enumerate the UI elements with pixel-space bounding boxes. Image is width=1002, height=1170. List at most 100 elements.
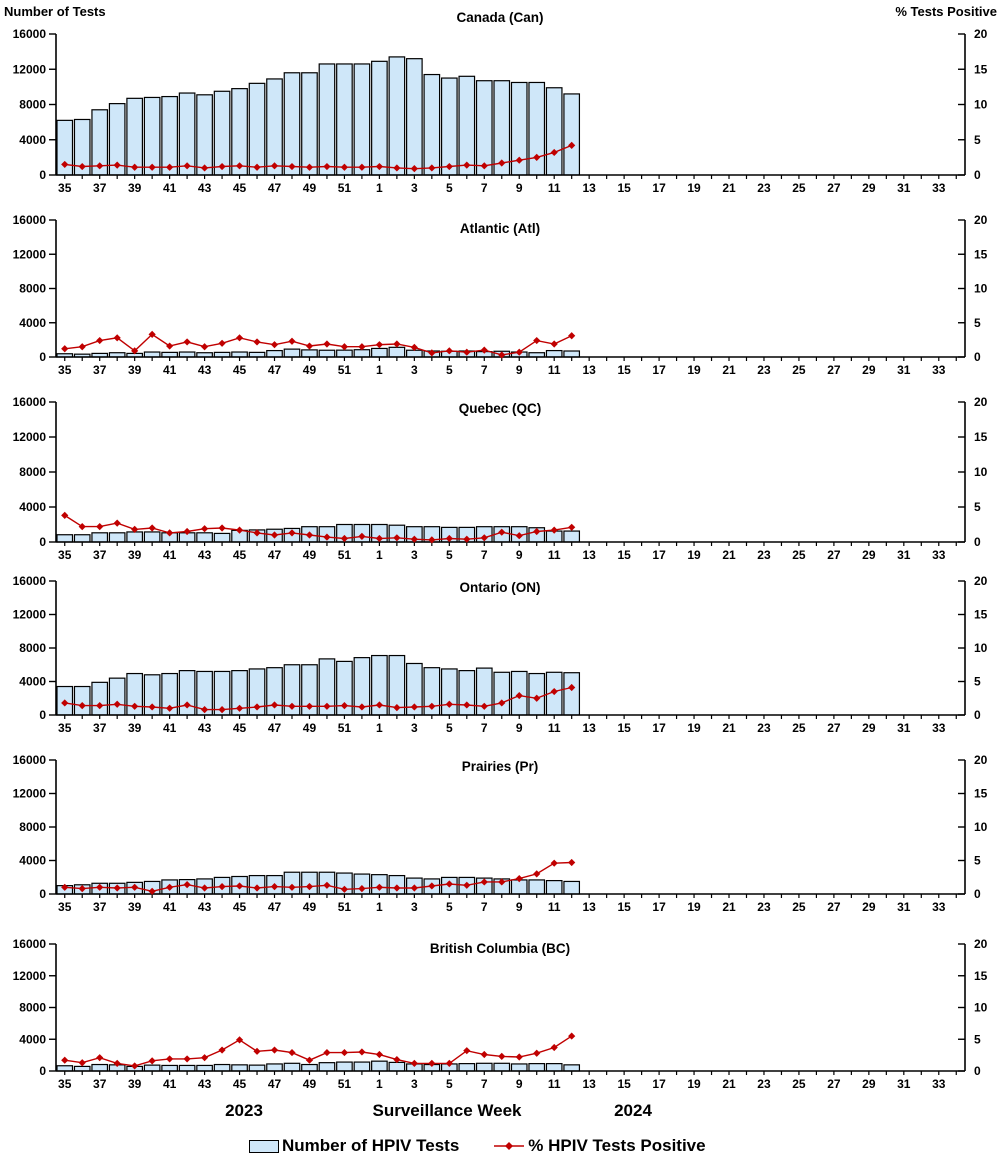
y-tick-label-right: 15	[974, 787, 988, 801]
bar	[371, 60, 388, 176]
x-tick-label: 39	[128, 1077, 142, 1091]
x-tick-label: 21	[722, 721, 736, 735]
x-tick-label: 25	[792, 1077, 806, 1091]
positivity-marker-icon	[270, 883, 279, 891]
positivity-marker-icon	[428, 536, 436, 544]
positivity-marker-icon	[515, 156, 523, 164]
positivity-marker-icon	[498, 1052, 506, 1060]
bar	[563, 350, 581, 358]
y-tick-label-left: 0	[39, 887, 46, 901]
x-tick-label: 27	[827, 900, 841, 914]
panel-title-quebec: Quebec (QC)	[458, 401, 542, 416]
bar	[126, 531, 144, 543]
y-tick-label-left: 4000	[19, 133, 46, 147]
positivity-marker-icon	[568, 858, 576, 867]
positivity-marker-icon	[235, 1036, 244, 1044]
panel-title-atlantic: Atlantic (Atl)	[459, 221, 541, 236]
positivity-marker-icon	[96, 1054, 104, 1062]
positivity-marker-icon	[445, 880, 453, 888]
positivity-marker-icon	[568, 1032, 576, 1040]
x-tick-label: 13	[582, 181, 596, 195]
x-tick-label: 3	[411, 181, 418, 195]
positivity-marker-icon	[131, 883, 139, 891]
x-tick-label: 15	[617, 721, 631, 735]
x-tick-label: 15	[617, 1077, 631, 1091]
x-tick-label: 31	[897, 548, 911, 562]
positivity-marker-icon	[568, 683, 576, 692]
positivity-marker-icon	[323, 162, 331, 171]
x-tick-label: 27	[827, 548, 841, 562]
positivity-marker-icon	[96, 162, 104, 170]
positivity-marker-icon	[358, 703, 366, 711]
positivity-marker-icon	[78, 702, 86, 710]
y-tick-label-left: 0	[39, 350, 46, 364]
bar	[528, 672, 546, 716]
x-tick-label: 43	[198, 900, 212, 914]
positivity-marker-icon	[78, 1059, 86, 1067]
x-tick-label: 9	[516, 1077, 523, 1091]
y-tick-label-left: 12000	[13, 247, 47, 261]
x-tick-label: 45	[233, 181, 247, 195]
x-tick-label: 27	[827, 181, 841, 195]
positivity-marker-icon	[480, 702, 488, 710]
positivity-marker-icon	[61, 511, 69, 519]
positivity-marker-icon	[166, 163, 174, 171]
y-tick-label-left: 4000	[19, 1032, 46, 1046]
positivity-marker-icon	[235, 704, 244, 712]
y-tick-label-right: 5	[974, 500, 981, 514]
y-tick-label-right: 10	[974, 641, 988, 655]
positivity-marker-icon	[78, 885, 86, 893]
positivity-marker-icon	[113, 161, 121, 169]
x-tick-label: 49	[303, 363, 317, 377]
y-tick-label-right: 0	[974, 708, 981, 722]
y-tick-label-right: 15	[974, 608, 988, 622]
positivity-marker-icon	[183, 527, 191, 536]
y-tick-label-right: 0	[974, 1064, 981, 1078]
y-tick-label-right: 0	[974, 168, 981, 182]
x-tick-label: 49	[303, 181, 317, 195]
x-tick-label: 19	[687, 1077, 701, 1091]
positivity-marker-icon	[113, 700, 121, 708]
y-tick-label-right: 10	[974, 820, 988, 834]
x-tick-label: 21	[722, 1077, 736, 1091]
y-tick-label-left: 4000	[19, 675, 46, 689]
x-tick-label: 39	[128, 181, 142, 195]
positivity-marker-icon	[288, 337, 296, 345]
x-tick-label: 29	[862, 181, 876, 195]
legend-line-label: % HPIV Tests Positive	[528, 1136, 706, 1155]
panel-title-prairies: Prairies (Pr)	[461, 759, 539, 774]
positivity-marker-icon	[148, 524, 156, 532]
positivity-marker-icon	[61, 883, 69, 891]
positivity-marker-icon	[253, 1047, 261, 1055]
bar	[528, 81, 546, 176]
x-tick-label: 51	[338, 363, 352, 377]
bar	[56, 534, 74, 543]
y-tick-label-left: 0	[39, 168, 46, 182]
y-tick-label-left: 16000	[13, 574, 47, 588]
x-tick-label: 31	[897, 900, 911, 914]
positivity-marker-icon	[96, 883, 104, 891]
x-tick-label: 51	[338, 1077, 352, 1091]
bar	[213, 1063, 231, 1072]
legend-diamond-marker-icon	[505, 1142, 514, 1150]
positivity-marker-icon	[218, 524, 226, 532]
x-tick-label: 29	[862, 721, 876, 735]
bar	[213, 532, 231, 543]
positivity-marker-icon	[200, 343, 209, 351]
x-tick-label: 47	[268, 721, 282, 735]
legend-bar-swatch-icon	[249, 1139, 279, 1153]
bar	[231, 1064, 248, 1072]
panel-title-ontario: Ontario (ON)	[459, 580, 541, 595]
positivity-marker-icon	[428, 349, 436, 357]
x-tick-label: 15	[617, 363, 631, 377]
bar	[143, 531, 161, 543]
positivity-marker-icon	[533, 694, 541, 702]
bar	[440, 668, 458, 716]
positivity-marker-icon	[305, 163, 314, 171]
x-tick-label: 11	[548, 363, 561, 377]
positivity-marker-icon	[533, 870, 541, 878]
bar	[406, 349, 423, 358]
positivity-marker-icon	[410, 884, 418, 892]
